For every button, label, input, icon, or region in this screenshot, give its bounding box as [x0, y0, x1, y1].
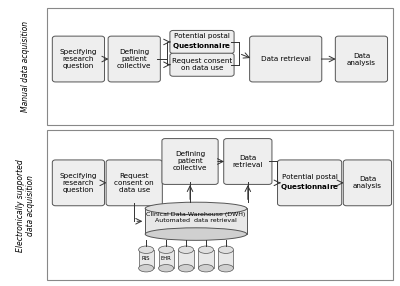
FancyBboxPatch shape — [343, 160, 392, 206]
FancyBboxPatch shape — [278, 160, 342, 206]
Bar — [46, 130, 393, 280]
Bar — [145, 208, 247, 234]
Ellipse shape — [198, 246, 214, 253]
FancyBboxPatch shape — [224, 139, 272, 184]
FancyBboxPatch shape — [52, 160, 104, 206]
Bar — [178, 250, 194, 268]
Text: Data retrieval: Data retrieval — [261, 56, 311, 62]
Text: Specifying
research
question: Specifying research question — [60, 49, 97, 69]
Ellipse shape — [145, 202, 247, 215]
Text: Defining
patient
collective: Defining patient collective — [173, 152, 207, 172]
FancyBboxPatch shape — [162, 139, 218, 184]
Bar — [218, 250, 234, 268]
Text: Data
retrieval: Data retrieval — [233, 155, 263, 168]
Text: Data
analysis: Data analysis — [353, 176, 382, 189]
Ellipse shape — [198, 265, 214, 272]
Ellipse shape — [158, 246, 174, 253]
FancyBboxPatch shape — [170, 30, 234, 53]
FancyBboxPatch shape — [250, 36, 322, 82]
Text: RIS: RIS — [142, 257, 150, 261]
Text: Manual data acquisition: Manual data acquisition — [21, 21, 30, 112]
Bar — [46, 8, 393, 124]
Text: Defining
patient
collective: Defining patient collective — [117, 49, 152, 69]
FancyBboxPatch shape — [108, 36, 160, 82]
Text: Specifying
research
question: Specifying research question — [60, 173, 97, 193]
FancyBboxPatch shape — [106, 160, 162, 206]
Text: Clinical Data-Warehouse (DWH)
Automated  data retrieval: Clinical Data-Warehouse (DWH) Automated … — [146, 212, 246, 223]
Bar — [158, 250, 174, 268]
Ellipse shape — [139, 246, 154, 253]
Text: Electronically supported
data acquisition: Electronically supported data acquisitio… — [16, 159, 35, 252]
Ellipse shape — [178, 265, 194, 272]
Ellipse shape — [139, 265, 154, 272]
FancyBboxPatch shape — [52, 36, 104, 82]
Text: Potential postal
$\bf{Questionnaire}$: Potential postal $\bf{Questionnaire}$ — [280, 174, 339, 192]
Ellipse shape — [178, 246, 194, 253]
Ellipse shape — [158, 265, 174, 272]
Ellipse shape — [218, 265, 234, 272]
Ellipse shape — [218, 246, 234, 253]
Text: EHR: EHR — [161, 257, 172, 261]
Bar — [139, 250, 154, 268]
Ellipse shape — [145, 228, 247, 240]
Text: Potential postal
$\bf{Questionnaire}$: Potential postal $\bf{Questionnaire}$ — [172, 33, 232, 51]
Text: Data
analysis: Data analysis — [347, 53, 376, 65]
Text: Request consent
on data use: Request consent on data use — [172, 58, 232, 71]
Text: Request
consent on
data use: Request consent on data use — [114, 173, 154, 193]
FancyBboxPatch shape — [335, 36, 388, 82]
FancyBboxPatch shape — [170, 53, 234, 76]
Bar — [198, 250, 214, 268]
